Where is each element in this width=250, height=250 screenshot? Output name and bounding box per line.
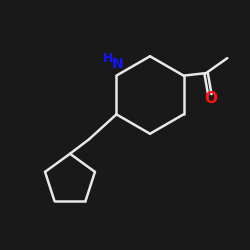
Text: H: H	[103, 52, 114, 64]
Text: N: N	[112, 58, 124, 71]
Text: O: O	[204, 91, 218, 106]
